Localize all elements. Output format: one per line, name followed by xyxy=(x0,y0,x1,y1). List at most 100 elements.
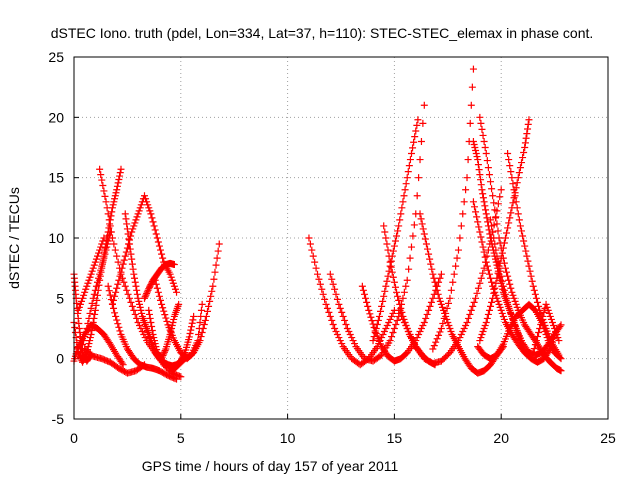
data-point xyxy=(111,246,119,254)
data-point xyxy=(116,272,124,280)
data-point xyxy=(127,250,135,258)
data-point xyxy=(98,262,106,270)
y-tick-label: 10 xyxy=(48,230,64,246)
data-point xyxy=(474,218,482,226)
data-point xyxy=(482,150,490,158)
data-point xyxy=(148,214,156,222)
x-axis-label: GPS time / hours of day 157 of year 2011 xyxy=(142,458,399,474)
data-point xyxy=(480,137,488,145)
data-point xyxy=(506,306,514,314)
data-point xyxy=(542,300,550,308)
data-point xyxy=(123,225,131,233)
data-point xyxy=(514,210,522,218)
x-tick-label: 0 xyxy=(70,430,78,446)
data-point xyxy=(479,269,487,277)
data-point xyxy=(472,150,480,158)
data-point xyxy=(468,83,476,91)
data-point xyxy=(422,314,430,322)
plot-frame xyxy=(73,56,609,420)
data-point xyxy=(126,240,134,248)
data-point xyxy=(171,285,179,293)
data-point xyxy=(371,329,379,337)
data-point xyxy=(106,291,114,299)
data-point xyxy=(87,331,95,339)
data-point xyxy=(410,221,418,229)
data-point xyxy=(466,310,474,318)
data-point xyxy=(316,280,324,288)
data-point xyxy=(488,222,496,230)
data-point xyxy=(471,144,479,151)
data-point xyxy=(503,294,511,302)
data-point xyxy=(544,306,552,314)
data-point xyxy=(543,334,551,342)
data-point xyxy=(151,226,159,234)
data-point xyxy=(498,277,506,285)
data-point xyxy=(446,294,454,302)
data-point xyxy=(497,272,505,280)
data-point xyxy=(529,282,537,290)
data-point xyxy=(396,300,404,308)
data-point xyxy=(130,306,138,314)
data-point xyxy=(136,300,144,308)
data-point xyxy=(104,237,112,245)
data-point xyxy=(402,321,410,329)
data-point xyxy=(395,222,403,230)
data-point xyxy=(506,214,514,222)
data-point xyxy=(479,190,487,198)
data-point xyxy=(102,198,110,206)
data-point xyxy=(147,318,155,326)
data-point xyxy=(539,312,547,320)
data-point xyxy=(135,207,143,215)
data-point xyxy=(74,306,82,314)
data-point xyxy=(152,343,160,351)
data-point xyxy=(148,322,156,330)
data-point xyxy=(427,260,435,268)
data-point xyxy=(112,312,120,320)
data-point xyxy=(512,198,520,206)
series-arc xyxy=(108,192,181,308)
data-point xyxy=(406,254,414,262)
series-arc xyxy=(476,116,533,345)
data-point xyxy=(349,337,357,345)
data-point xyxy=(321,295,329,303)
data-point xyxy=(490,234,498,242)
data-point xyxy=(491,206,499,214)
data-point xyxy=(305,234,313,242)
data-point xyxy=(155,292,163,300)
data-point xyxy=(160,350,168,358)
data-point xyxy=(86,334,94,342)
data-point xyxy=(170,282,178,290)
data-point xyxy=(399,315,407,323)
data-point xyxy=(93,252,101,260)
data-point xyxy=(131,274,139,282)
data-point xyxy=(81,288,89,296)
data-point xyxy=(136,204,144,212)
data-point xyxy=(79,341,87,349)
data-point xyxy=(90,290,98,298)
data-point xyxy=(189,316,197,324)
data-point xyxy=(428,265,436,273)
data-point xyxy=(384,272,392,280)
data-point xyxy=(513,179,521,187)
data-point xyxy=(177,373,185,381)
data-point xyxy=(405,328,413,336)
data-point xyxy=(71,323,79,331)
data-point xyxy=(464,314,472,322)
data-point xyxy=(162,314,170,322)
data-point xyxy=(476,228,484,236)
data-point xyxy=(198,300,206,308)
data-point xyxy=(440,314,448,322)
series-arc xyxy=(76,228,114,357)
data-point xyxy=(373,320,381,328)
data-point xyxy=(389,247,397,255)
data-point xyxy=(111,192,119,200)
data-point xyxy=(477,233,485,241)
data-point xyxy=(524,125,532,133)
data-point xyxy=(88,299,96,307)
data-point xyxy=(543,303,551,311)
data-point xyxy=(145,204,153,212)
data-point xyxy=(187,323,195,331)
series-arc xyxy=(474,300,565,363)
data-point xyxy=(435,294,443,302)
data-point xyxy=(100,187,108,195)
